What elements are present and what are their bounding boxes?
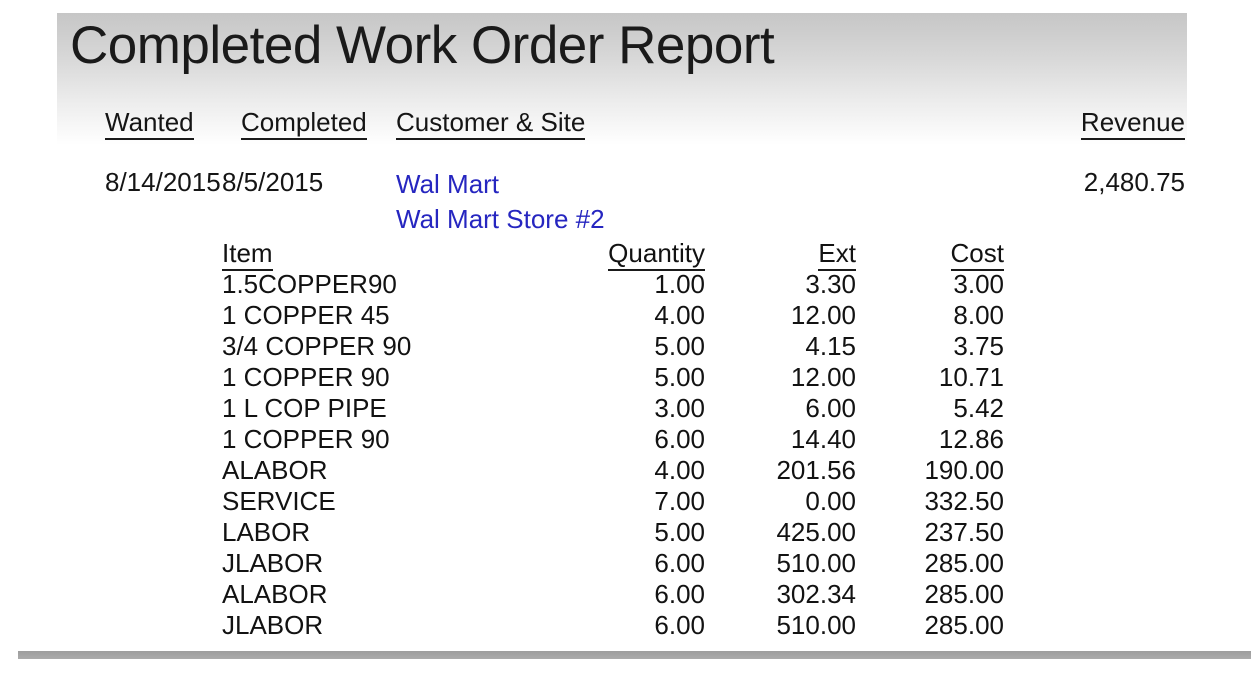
table-row: 1.5COPPER90 1.00 3.30 3.00	[222, 269, 1004, 300]
cost-cell: 10.71	[938, 362, 1004, 392]
page-title: Completed Work Order Report	[70, 16, 775, 75]
items-column-header-ext-label: Ext	[818, 238, 856, 271]
items-header-row: Item Quantity Ext Cost	[222, 238, 1004, 271]
site-link[interactable]: Wal Mart Store #2	[396, 204, 605, 234]
cost-cell: 285.00	[924, 610, 1004, 640]
item-name-cell: ALABOR	[222, 455, 328, 485]
column-header-customer-site-label: Customer & Site	[396, 107, 586, 140]
table-row: JLABOR 6.00 510.00 285.00	[222, 610, 1004, 641]
table-row: LABOR 5.00 425.00 237.50	[222, 517, 1004, 548]
item-name-cell: 1 L COP PIPE	[222, 393, 387, 423]
table-row: 1 COPPER 45 4.00 12.00 8.00	[222, 300, 1004, 331]
quantity-cell: 5.00	[654, 517, 705, 547]
ext-cell: 3.30	[805, 269, 856, 299]
ext-cell: 6.00	[805, 393, 856, 423]
item-name-cell: JLABOR	[222, 548, 324, 578]
horizontal-scrollbar[interactable]	[18, 651, 1251, 659]
quantity-cell: 5.00	[654, 362, 705, 392]
ext-cell: 4.15	[805, 331, 856, 361]
item-name-cell: 1 COPPER 45	[222, 300, 390, 330]
items-column-header-item: Item	[222, 238, 522, 271]
item-name-cell: 1.5COPPER90	[222, 269, 397, 299]
ext-cell: 302.34	[776, 579, 856, 609]
cost-cell: 237.50	[924, 517, 1004, 547]
item-name-cell: LABOR	[222, 517, 311, 547]
items-column-header-quantity: Quantity	[522, 238, 705, 271]
customer-site-block: Wal Mart Wal Mart Store #2	[396, 167, 605, 237]
table-row: 1 COPPER 90 6.00 14.40 12.86	[222, 424, 1004, 455]
cost-cell: 5.42	[953, 393, 1004, 423]
cost-cell: 190.00	[924, 455, 1004, 485]
ext-cell: 12.00	[790, 300, 856, 330]
wanted-date: 8/14/2015	[105, 167, 221, 197]
report-title-band	[57, 13, 1187, 145]
items-column-header-item-label: Item	[222, 238, 273, 271]
table-row: 1 L COP PIPE 3.00 6.00 5.42	[222, 393, 1004, 424]
quantity-cell: 4.00	[654, 300, 705, 330]
column-header-customer-site: Customer & Site	[396, 107, 586, 140]
cost-cell: 285.00	[924, 548, 1004, 578]
customer-link[interactable]: Wal Mart	[396, 169, 500, 199]
quantity-cell: 6.00	[654, 548, 705, 578]
revenue-value: 2,480.75	[1083, 167, 1185, 197]
quantity-cell: 3.00	[654, 393, 705, 423]
ext-cell: 14.40	[790, 424, 856, 454]
items-column-header-cost: Cost	[856, 238, 1004, 271]
item-name-cell: JLABOR	[222, 610, 324, 640]
table-row: SERVICE 7.00 0.00 332.50	[222, 486, 1004, 517]
column-header-wanted: Wanted	[105, 107, 194, 140]
quantity-cell: 7.00	[654, 486, 705, 516]
item-name-cell: SERVICE	[222, 486, 336, 516]
cost-cell: 285.00	[924, 579, 1004, 609]
quantity-cell: 4.00	[654, 455, 705, 485]
ext-cell: 12.00	[790, 362, 856, 392]
cost-cell: 3.75	[953, 331, 1004, 361]
items-rows: 1.5COPPER90 1.00 3.30 3.00 1 COPPER 45 4…	[222, 269, 1004, 641]
cost-cell: 8.00	[953, 300, 1004, 330]
table-row: ALABOR 4.00 201.56 190.00	[222, 455, 1004, 486]
cost-cell: 12.86	[938, 424, 1004, 454]
column-header-completed-label: Completed	[241, 107, 367, 140]
item-name-cell: 1 COPPER 90	[222, 424, 390, 454]
ext-cell: 0.00	[805, 486, 856, 516]
item-name-cell: 1 COPPER 90	[222, 362, 390, 392]
completed-date: 8/5/2015	[222, 167, 324, 197]
ext-cell: 510.00	[776, 610, 856, 640]
ext-cell: 201.56	[776, 455, 856, 485]
cost-cell: 332.50	[924, 486, 1004, 516]
quantity-cell: 5.00	[654, 331, 705, 361]
items-column-header-ext: Ext	[705, 238, 856, 271]
item-name-cell: 3/4 COPPER 90	[222, 331, 412, 361]
item-name-cell: ALABOR	[222, 579, 328, 609]
column-header-completed: Completed	[241, 107, 367, 140]
items-table: Item Quantity Ext Cost 1.5COPPER90 1.00	[222, 238, 1004, 641]
items-column-header-cost-label: Cost	[950, 238, 1004, 271]
column-header-wanted-label: Wanted	[105, 107, 194, 140]
quantity-cell: 1.00	[654, 269, 705, 299]
cost-cell: 3.00	[953, 269, 1004, 299]
table-row: JLABOR 6.00 510.00 285.00	[222, 548, 1004, 579]
table-row: 3/4 COPPER 90 5.00 4.15 3.75	[222, 331, 1004, 362]
quantity-cell: 6.00	[654, 579, 705, 609]
table-row: ALABOR 6.00 302.34 285.00	[222, 579, 1004, 610]
quantity-cell: 6.00	[654, 610, 705, 640]
ext-cell: 510.00	[776, 548, 856, 578]
column-header-revenue-label: Revenue	[1080, 107, 1185, 140]
table-row: 1 COPPER 90 5.00 12.00 10.71	[222, 362, 1004, 393]
ext-cell: 425.00	[776, 517, 856, 547]
items-column-header-quantity-label: Quantity	[608, 238, 705, 271]
quantity-cell: 6.00	[654, 424, 705, 454]
column-header-revenue: Revenue	[1002, 107, 1185, 140]
